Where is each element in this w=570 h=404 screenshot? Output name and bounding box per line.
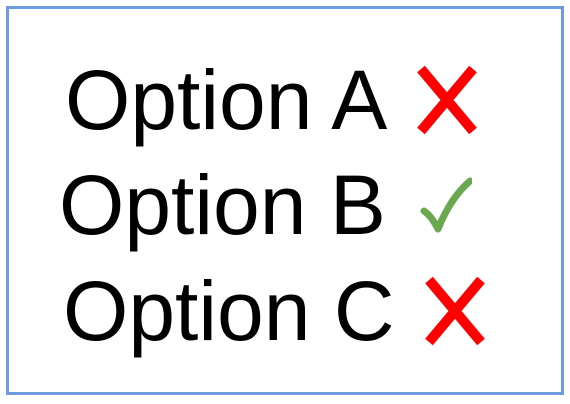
check-icon: [420, 177, 472, 233]
option-b-label: Option B: [59, 158, 386, 252]
option-row-c: Option C: [63, 261, 487, 361]
cross-icon: [415, 65, 479, 135]
cross-icon: [423, 276, 487, 346]
option-c-label: Option C: [63, 264, 395, 358]
options-card: Option A Option B Option C: [6, 6, 564, 395]
option-row-b: Option B: [59, 155, 472, 255]
option-a-label: Option A: [65, 53, 388, 147]
option-row-a: Option A: [65, 50, 479, 150]
